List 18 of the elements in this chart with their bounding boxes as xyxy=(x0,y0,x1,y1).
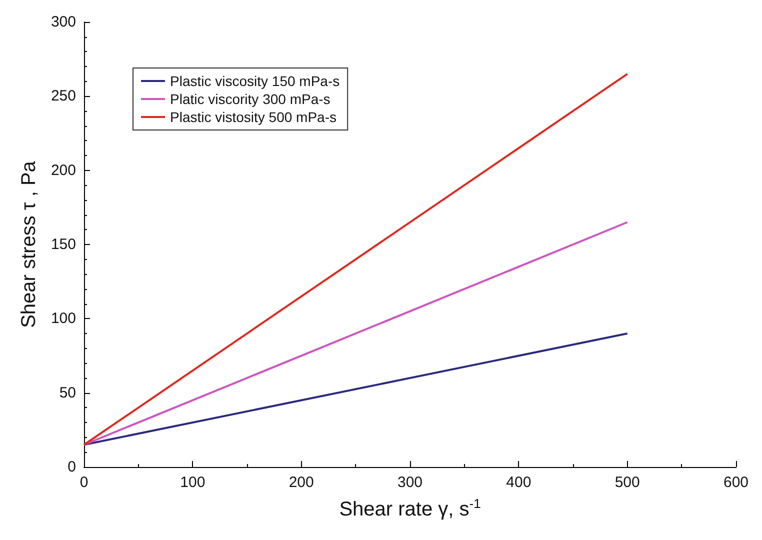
x-tick-label: 300 xyxy=(397,474,423,491)
x-tick-label: 0 xyxy=(80,474,88,491)
y-tick-label: 100 xyxy=(50,310,76,328)
y-tick-label: 200 xyxy=(50,162,76,179)
x-tick-label: 200 xyxy=(288,474,314,491)
y-tick-label: 300 xyxy=(50,14,76,30)
y-axis-title: Shear stress τ , Pa xyxy=(18,160,40,328)
legend-label: Platic viscority 300 mPa-s xyxy=(170,91,330,107)
x-tick-label: 500 xyxy=(614,474,640,491)
y-tick-label: 50 xyxy=(59,384,76,402)
y-tick-label: 250 xyxy=(50,88,76,105)
x-tick-label: 600 xyxy=(723,474,749,491)
y-tick-label: 0 xyxy=(68,458,76,476)
legend-label: Plastic viscosity 150 mPa-s xyxy=(170,73,340,89)
y-tick-label: 150 xyxy=(50,236,76,253)
x-tick-label: 400 xyxy=(506,474,532,491)
legend-label: Plastic vistosity 500 mPa-s xyxy=(170,109,336,125)
x-tick-label: 100 xyxy=(180,474,206,491)
